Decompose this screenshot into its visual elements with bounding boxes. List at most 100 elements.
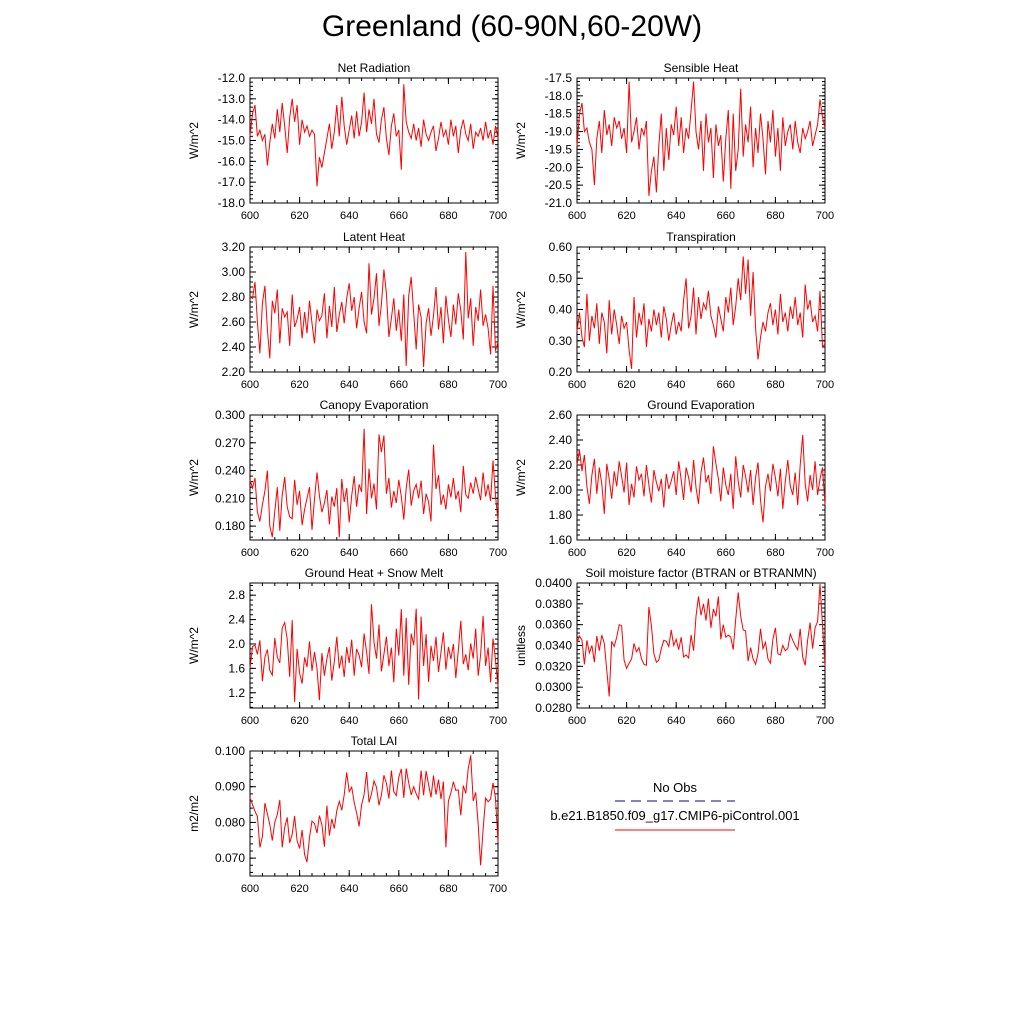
y-tick-label: 3.20 bbox=[222, 240, 246, 254]
y-tick-label: -18.0 bbox=[545, 89, 573, 103]
chart-panel-4: 600 620 640 660 680 700 0.180 0.210 0.240 0.270 0.… bbox=[187, 398, 507, 559]
x-tick-label: 700 bbox=[489, 547, 507, 559]
legend-model-label: b.e21.B1850.f09_g17.CMIP6-piControl.001 bbox=[550, 808, 799, 823]
x-tick-label: 640 bbox=[667, 547, 685, 559]
series-line bbox=[249, 251, 499, 368]
y-tick-label: 0.0400 bbox=[535, 576, 572, 590]
y-tick-label: -19.0 bbox=[545, 125, 573, 139]
y-tick-label: 0.40 bbox=[549, 303, 573, 317]
y-tick-label: 0.070 bbox=[215, 851, 245, 865]
x-tick-label: 620 bbox=[617, 715, 635, 727]
y-tick-label: -15.0 bbox=[218, 134, 246, 148]
y-tick-label: 0.50 bbox=[549, 271, 573, 285]
y-tick-label: 0.090 bbox=[215, 780, 245, 794]
chart-title: Transpiration bbox=[666, 230, 736, 244]
y-tick-label: -12.0 bbox=[218, 71, 246, 85]
y-tick-label: 0.240 bbox=[215, 464, 245, 478]
x-tick-label: 700 bbox=[816, 547, 834, 559]
x-tick-label: 660 bbox=[717, 379, 735, 391]
x-tick-label: 700 bbox=[816, 379, 834, 391]
y-tick-label: 0.100 bbox=[215, 744, 245, 758]
legend: No Obs b.e21.B1850.f09_g17.CMIP6-piContr… bbox=[550, 780, 800, 831]
y-axis-label: W/m^2 bbox=[514, 459, 528, 496]
x-tick-label: 620 bbox=[290, 379, 308, 391]
chart-panel-6: 600 620 640 660 680 700 1.2 1.6 2.0 2.4 2.8 Ground … bbox=[187, 566, 507, 727]
x-tick-label: 680 bbox=[766, 715, 784, 727]
x-tick-label: 680 bbox=[766, 547, 784, 559]
x-tick-label: 600 bbox=[241, 379, 259, 391]
series-line bbox=[249, 604, 499, 702]
series-line bbox=[249, 428, 499, 538]
chart-panel-2: 600 620 640 660 680 700 2.20 2.40 2.60 2.80 3.00 3.… bbox=[187, 230, 507, 391]
y-tick-label: 2.4 bbox=[228, 613, 245, 627]
x-tick-label: 600 bbox=[568, 210, 586, 222]
y-tick-label: 0.20 bbox=[549, 365, 573, 379]
x-tick-label: 620 bbox=[290, 883, 308, 895]
x-tick-label: 660 bbox=[390, 715, 408, 727]
x-tick-label: 700 bbox=[489, 715, 507, 727]
chart-title: Canopy Evaporation bbox=[320, 398, 429, 412]
chart-panel-7: 600 620 640 660 680 700 0.0280 0.0300 0.0320 0.03… bbox=[514, 566, 834, 727]
y-tick-label: 0.080 bbox=[215, 815, 245, 829]
chart-panel-0: 600 620 640 660 680 700 -18.0 -17.0 -16.0 -15.0 -1… bbox=[187, 61, 507, 222]
x-tick-label: 600 bbox=[568, 715, 586, 727]
y-tick-label: 0.30 bbox=[549, 334, 573, 348]
x-tick-label: 620 bbox=[617, 547, 635, 559]
x-tick-label: 640 bbox=[340, 547, 358, 559]
x-tick-label: 660 bbox=[390, 547, 408, 559]
chart-title: Ground Evaporation bbox=[647, 398, 754, 412]
x-tick-label: 680 bbox=[439, 210, 457, 222]
x-tick-label: 640 bbox=[667, 715, 685, 727]
y-tick-label: -16.0 bbox=[218, 154, 246, 168]
x-tick-label: 700 bbox=[816, 210, 834, 222]
x-tick-label: 660 bbox=[390, 883, 408, 895]
series-line bbox=[249, 84, 499, 187]
y-tick-label: 2.0 bbox=[228, 637, 245, 651]
y-tick-label: 0.270 bbox=[215, 436, 245, 450]
y-axis-label: W/m^2 bbox=[514, 291, 528, 328]
chart-title: Soil moisture factor (BTRAN or BTRANMN) bbox=[585, 566, 816, 580]
y-axis-label: unitless bbox=[514, 625, 528, 666]
legend-obs-label: No Obs bbox=[653, 780, 698, 795]
x-tick-label: 640 bbox=[340, 715, 358, 727]
chart-panel-3: 600 620 640 660 680 700 0.20 0.30 0.40 0.50 0.60 Tr… bbox=[514, 230, 834, 391]
x-tick-label: 700 bbox=[489, 210, 507, 222]
plot-frame bbox=[249, 414, 499, 541]
y-tick-label: 0.0340 bbox=[535, 639, 572, 653]
x-tick-label: 620 bbox=[290, 715, 308, 727]
x-tick-label: 620 bbox=[290, 547, 308, 559]
x-tick-label: 600 bbox=[568, 379, 586, 391]
x-tick-label: 620 bbox=[290, 210, 308, 222]
x-tick-label: 640 bbox=[340, 379, 358, 391]
x-tick-label: 680 bbox=[766, 210, 784, 222]
x-tick-label: 660 bbox=[390, 379, 408, 391]
y-tick-label: 2.00 bbox=[549, 483, 573, 497]
chart-panel-5: 600 620 640 660 680 700 1.60 1.80 2.00 2.20 2.40 2.… bbox=[514, 398, 834, 559]
y-axis-label: W/m^2 bbox=[187, 627, 201, 664]
x-tick-label: 640 bbox=[667, 379, 685, 391]
x-tick-label: 660 bbox=[717, 547, 735, 559]
x-tick-label: 700 bbox=[816, 715, 834, 727]
y-tick-label: -18.0 bbox=[218, 196, 246, 210]
x-tick-label: 600 bbox=[241, 210, 259, 222]
y-tick-label: 3.00 bbox=[222, 265, 246, 279]
y-tick-label: 2.20 bbox=[549, 458, 573, 472]
chart-title: Total LAI bbox=[351, 734, 398, 748]
y-tick-label: 2.60 bbox=[222, 315, 246, 329]
x-tick-label: 680 bbox=[439, 547, 457, 559]
x-tick-label: 640 bbox=[340, 210, 358, 222]
y-axis-label: m2/m2 bbox=[187, 795, 201, 832]
chart-title: Net Radiation bbox=[338, 61, 411, 75]
y-tick-label: 2.80 bbox=[222, 290, 246, 304]
x-tick-label: 660 bbox=[717, 210, 735, 222]
y-tick-label: -21.0 bbox=[545, 196, 573, 210]
y-tick-label: 0.0280 bbox=[535, 701, 572, 715]
series-line bbox=[576, 81, 826, 196]
y-tick-label: 2.60 bbox=[549, 408, 573, 422]
y-tick-label: 0.0380 bbox=[535, 597, 572, 611]
y-tick-label: 1.6 bbox=[228, 661, 245, 675]
y-tick-label: -17.5 bbox=[545, 71, 573, 85]
x-tick-label: 680 bbox=[439, 715, 457, 727]
plot-frame bbox=[576, 77, 826, 204]
y-tick-label: -20.5 bbox=[545, 178, 573, 192]
